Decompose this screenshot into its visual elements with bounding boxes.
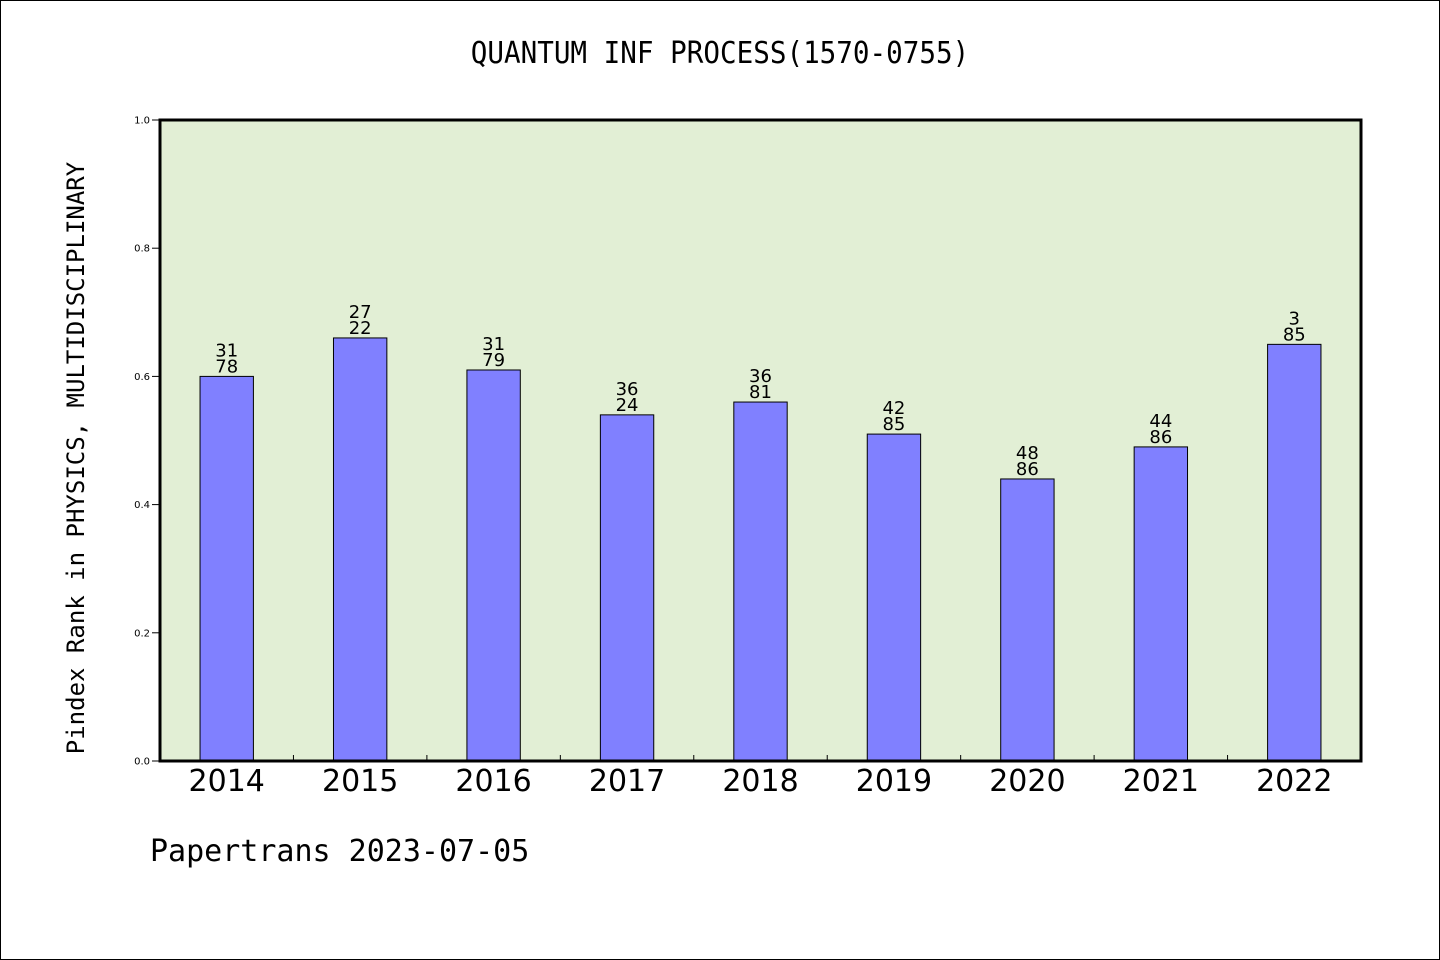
bar-label-2016-2: 79 bbox=[482, 350, 505, 371]
y-tick-label-0.6: 0.6 bbox=[134, 372, 150, 383]
bar-2014 bbox=[199, 375, 254, 762]
bar-2018 bbox=[733, 401, 788, 762]
x-tick-label-2014: 2014 bbox=[189, 764, 265, 799]
bar-2017 bbox=[599, 414, 655, 762]
bar-label-2021-1: 44 bbox=[1149, 411, 1172, 432]
x-tick-label-2018: 2018 bbox=[722, 764, 798, 799]
bar-label-2014-2: 78 bbox=[215, 356, 238, 377]
x-tick-label-2015: 2015 bbox=[322, 764, 398, 799]
bar-2021 bbox=[1133, 446, 1189, 762]
x-tick-label-2016: 2016 bbox=[455, 764, 531, 799]
bar-label-2022-1: 3 bbox=[1289, 308, 1300, 329]
bar-label-2015-1: 27 bbox=[349, 302, 372, 323]
x-tick-label-2021: 2021 bbox=[1123, 764, 1199, 799]
x-tick-label-2017: 2017 bbox=[589, 764, 665, 799]
bar-label-2020-1: 48 bbox=[1016, 443, 1039, 464]
footer-caption: Papertrans 2023-07-05 bbox=[150, 834, 530, 869]
bar-2015 bbox=[332, 337, 388, 762]
bar-label-2021-2: 86 bbox=[1149, 427, 1172, 448]
bar-label-2019-2: 85 bbox=[882, 414, 905, 435]
bar-label-2019-1: 42 bbox=[882, 398, 905, 419]
bar-2020 bbox=[1000, 478, 1055, 762]
x-tick-label-2020: 2020 bbox=[989, 764, 1065, 799]
bar-2022 bbox=[1267, 343, 1322, 762]
y-tick-label-0.4: 0.4 bbox=[134, 500, 150, 511]
bar-label-2014-1: 31 bbox=[215, 340, 238, 361]
plot-border bbox=[158, 118, 1363, 763]
bar-label-2020-2: 86 bbox=[1016, 459, 1039, 480]
x-tick-label-2022: 2022 bbox=[1256, 764, 1332, 799]
chart-title: QUANTUM INF PROCESS(1570-0755) bbox=[470, 36, 970, 71]
bar-label-2022-2: 85 bbox=[1283, 324, 1306, 345]
y-tick-label-0.0: 0.0 bbox=[134, 757, 150, 768]
bar-2019 bbox=[866, 433, 922, 762]
y-tick-label-1.0: 1.0 bbox=[134, 116, 150, 127]
y-tick-label-0.2: 0.2 bbox=[134, 628, 150, 639]
bar-label-2015-2: 22 bbox=[349, 318, 372, 339]
y-tick-label-0.8: 0.8 bbox=[134, 244, 150, 255]
x-tick-label-2019: 2019 bbox=[856, 764, 932, 799]
bar-label-2018-2: 81 bbox=[749, 382, 772, 403]
bar-label-2017-2: 24 bbox=[616, 395, 639, 416]
bar-2016 bbox=[466, 369, 521, 762]
bar-label-2018-1: 36 bbox=[749, 366, 772, 387]
bar-label-2017-1: 36 bbox=[616, 379, 639, 400]
bar-label-2016-1: 31 bbox=[482, 334, 505, 355]
